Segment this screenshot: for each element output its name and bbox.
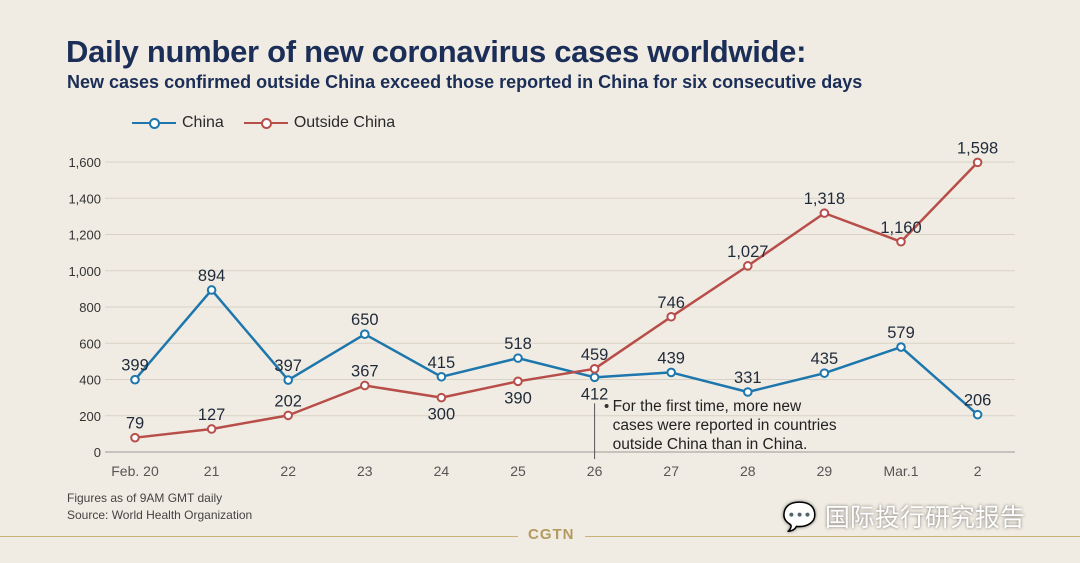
cgtn-logo: CGTN <box>518 526 585 543</box>
x-tick-label: 26 <box>587 463 603 479</box>
data-label-china: 435 <box>811 350 839 368</box>
x-tick-label: 28 <box>740 463 756 479</box>
y-tick-label: 400 <box>79 373 101 388</box>
y-tick-label: 200 <box>79 409 101 424</box>
data-label-outside-china: 390 <box>504 389 532 407</box>
footnote: Figures as of 9AM GMT daily Source: Worl… <box>67 490 252 524</box>
data-point-china <box>283 375 294 385</box>
data-point-outside-china <box>819 208 830 218</box>
data-label-outside-china: 459 <box>581 346 609 364</box>
data-point-china <box>666 367 677 378</box>
data-label-outside-china: 367 <box>351 362 379 380</box>
data-label-china: 206 <box>964 392 992 410</box>
data-label-china: 894 <box>198 267 226 285</box>
x-tick-label: 27 <box>663 463 679 479</box>
data-point-china <box>130 374 140 385</box>
data-label-china: 331 <box>734 369 762 387</box>
series-line-outside-china <box>134 161 979 439</box>
data-label-outside-china: 1,160 <box>880 219 921 237</box>
data-label-outside-china: 202 <box>274 392 302 410</box>
data-label-china: 518 <box>504 335 532 353</box>
x-tick-label: 22 <box>280 463 296 479</box>
chart-legend: China Outside China <box>132 114 415 132</box>
wechat-icon: 💬 <box>782 500 817 532</box>
data-point-china <box>896 342 906 352</box>
x-tick-label: 24 <box>434 463 450 479</box>
footnote-source: Source: World Health Organization <box>67 508 253 522</box>
data-label-outside-china: 1,027 <box>727 243 768 261</box>
x-tick-label: Feb. 20 <box>111 463 159 479</box>
y-tick-label: 0 <box>94 445 101 460</box>
y-tick-label: 600 <box>79 336 101 351</box>
footnote-timing: Figures as of 9AM GMT daily <box>67 491 223 505</box>
x-tick-label: 2 <box>974 463 982 479</box>
legend-label-outside-china: Outside China <box>293 114 396 131</box>
data-label-china: 439 <box>657 349 685 367</box>
x-tick-label: 25 <box>510 463 526 479</box>
data-point-china <box>360 329 370 339</box>
y-tick-label: 1,200 <box>68 228 101 243</box>
data-point-china <box>589 372 600 383</box>
x-tick-label: Mar.1 <box>883 463 918 479</box>
data-label-china: 650 <box>351 311 379 329</box>
data-label-china: 412 <box>581 385 609 403</box>
data-label-outside-china: 300 <box>428 406 456 424</box>
watermark: 💬 国际投行研究报告 <box>782 498 1025 534</box>
data-label-china: 397 <box>274 357 302 375</box>
data-point-china <box>819 368 830 378</box>
data-label-china: 579 <box>887 324 915 342</box>
data-label-outside-china: 127 <box>198 406 226 424</box>
y-tick-label: 800 <box>79 300 101 315</box>
x-tick-label: 23 <box>357 463 373 479</box>
x-tick-label: 29 <box>817 463 833 479</box>
data-label-outside-china: 1,318 <box>804 190 845 208</box>
chart-title: Daily number of new coronavirus cases wo… <box>66 34 807 69</box>
data-label-outside-china: 79 <box>126 415 144 433</box>
y-tick-label: 1,600 <box>68 155 101 170</box>
legend-item-china: China <box>132 114 224 132</box>
annotation-text: cases were reported in countries <box>613 417 837 434</box>
annotation-text: outside China than in China. <box>613 436 808 453</box>
watermark-text: 国际投行研究报告 <box>824 504 1025 532</box>
data-label-china: 399 <box>121 357 149 375</box>
data-point-outside-china <box>513 376 523 387</box>
legend-swatch-outside-china <box>243 117 288 129</box>
y-tick-label: 1,400 <box>68 191 101 206</box>
annotation-bullet <box>604 404 609 408</box>
data-point-outside-china <box>666 311 677 322</box>
chart-subtitle: New cases confirmed outside China exceed… <box>67 72 863 92</box>
data-point-outside-china <box>896 236 906 247</box>
data-point-china <box>513 353 523 363</box>
data-point-outside-china <box>589 364 600 374</box>
y-tick-label: 1,000 <box>68 264 101 279</box>
data-point-china <box>206 285 217 295</box>
legend-item-outside-china: Outside China <box>243 114 396 132</box>
data-point-outside-china <box>360 380 370 391</box>
x-tick-label: 21 <box>204 463 220 479</box>
data-point-china <box>972 409 983 420</box>
data-label-china: 415 <box>428 354 456 372</box>
data-label-outside-china: 1,598 <box>957 139 998 157</box>
data-label-outside-china: 746 <box>657 294 685 312</box>
data-point-china <box>743 387 753 397</box>
data-point-outside-china <box>743 261 753 271</box>
data-point-outside-china <box>972 157 983 168</box>
series-line-china <box>134 288 979 416</box>
data-point-outside-china <box>130 432 140 443</box>
data-point-outside-china <box>206 424 217 434</box>
legend-swatch-china <box>132 117 176 129</box>
data-point-outside-china <box>436 392 447 403</box>
legend-label-china: China <box>182 114 224 131</box>
annotation-text: For the first time, more new <box>613 398 802 415</box>
data-point-china <box>436 371 447 382</box>
data-point-outside-china <box>283 410 294 421</box>
